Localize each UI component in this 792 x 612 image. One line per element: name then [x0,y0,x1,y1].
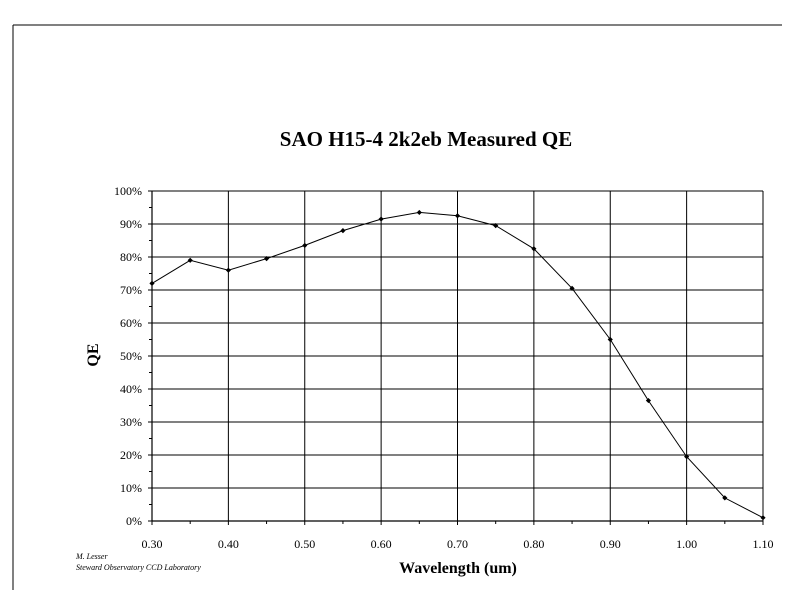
y-tick-labels: 0% 10% 20% 30% 40% 50% 60% 70% 80% 90% 100% [114,184,142,528]
data-point-marker [607,336,613,343]
data-point-marker [454,213,461,219]
data-point-marker [187,257,193,263]
x-tick-label: 0.70 [447,537,468,551]
x-tick-label: 1.00 [676,537,697,551]
data-point-marker [569,285,575,291]
x-tick-labels: 0.30 0.40 0.50 0.60 0.70 0.80 0.90 1.00 1.10 [142,537,774,551]
y-tick-label: 60% [120,316,142,330]
y-tick-label: 10% [120,481,142,495]
x-tick-label: 0.30 [142,537,163,551]
y-tick-label: 30% [120,415,142,429]
axes [148,190,764,525]
x-tick-label: 0.60 [371,537,392,551]
data-point-marker [531,246,537,252]
x-tick-label: 0.50 [294,537,315,551]
grid-lines [151,190,764,522]
y-tick-label: 80% [120,250,142,264]
data-point-marker [645,397,652,404]
data-point-marker [378,216,384,222]
x-tick-label: 0.90 [600,537,621,551]
data-point-marker [722,495,728,501]
y-tick-label: 70% [120,283,142,297]
data-point-marker [225,267,231,273]
x-tick-label: 0.40 [218,537,239,551]
data-point-marker [684,454,690,460]
x-axis-label: Wavelength (um) [399,560,517,577]
data-point-marker [760,515,766,521]
y-tick-label: 20% [120,448,142,462]
data-point-marker [263,256,270,262]
y-tick-label: 90% [120,217,142,231]
data-point-marker [340,228,346,234]
data-point-marker [302,242,308,249]
data-point-marker [416,209,422,216]
data-series [149,209,766,521]
y-axis-label: QE [85,343,102,366]
y-tick-label: 50% [120,349,142,363]
credit-author: M. Lesser [76,552,108,561]
x-tick-label: 1.10 [753,537,774,551]
data-point-marker [493,223,499,229]
credit-lab: Steward Observatory CCD Laboratory [76,563,201,572]
y-tick-label: 0% [126,514,142,528]
y-tick-label: 100% [114,184,142,198]
chart-title: SAO H15-4 2k2eb Measured QE [280,127,572,151]
y-tick-label: 40% [120,382,142,396]
data-point-marker [149,280,155,286]
x-tick-label: 0.80 [523,537,544,551]
